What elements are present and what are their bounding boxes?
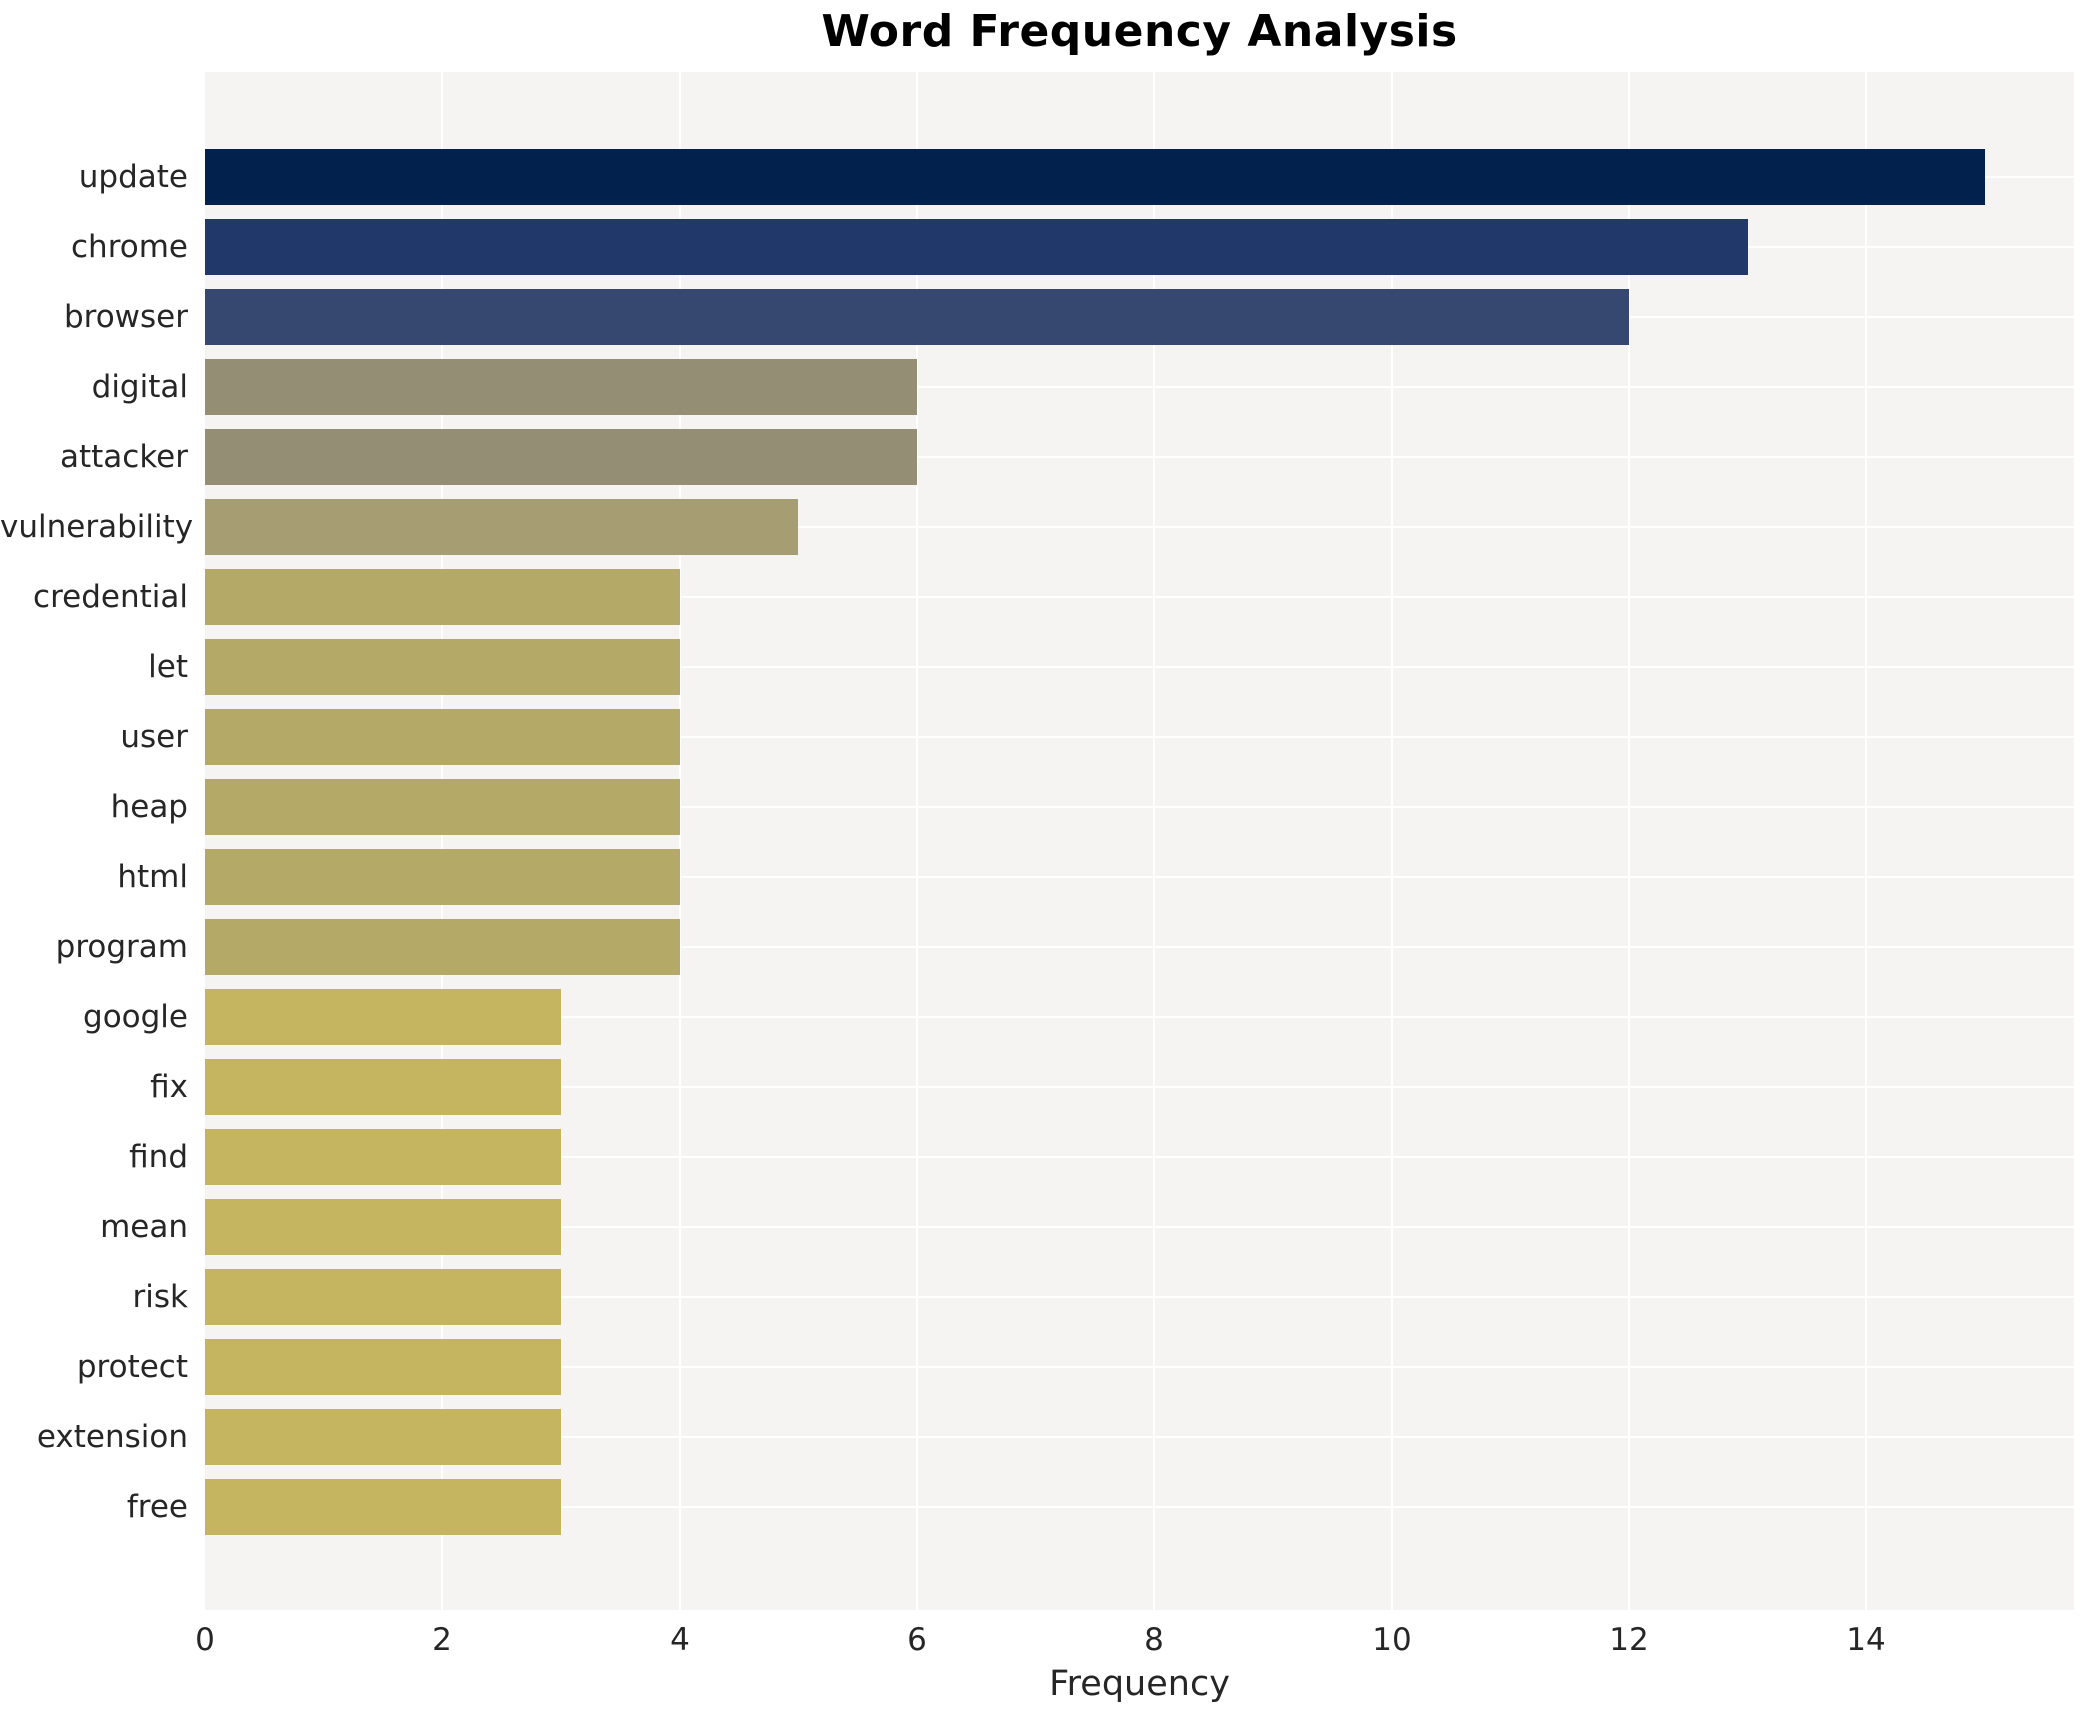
x-gridline — [679, 72, 681, 1610]
y-gridline — [205, 1016, 2074, 1018]
x-tick-label: 8 — [1144, 1622, 1164, 1658]
x-tick-label: 6 — [907, 1622, 927, 1658]
x-gridline — [441, 72, 443, 1610]
x-tick-label: 12 — [1609, 1622, 1649, 1658]
y-tick-label-find: find — [129, 1139, 188, 1175]
bar-protect — [205, 1339, 561, 1395]
y-gridline — [205, 1226, 2074, 1228]
x-gridline — [916, 72, 918, 1610]
y-tick-label-free: free — [126, 1489, 188, 1525]
x-gridline — [1628, 72, 1630, 1610]
y-tick-label-attacker: attacker — [59, 439, 188, 475]
y-tick-label-update: update — [78, 159, 188, 195]
y-tick-label-fix: fix — [150, 1069, 188, 1105]
x-tick-label: 2 — [432, 1622, 452, 1658]
y-tick-label-program: program — [55, 929, 188, 965]
y-gridline — [205, 1506, 2074, 1508]
y-tick-label-google: google — [83, 999, 188, 1035]
y-tick-label-html: html — [117, 859, 188, 895]
x-tick-label: 10 — [1372, 1622, 1412, 1658]
y-gridline — [205, 736, 2074, 738]
bar-html — [205, 849, 680, 905]
y-gridline — [205, 1086, 2074, 1088]
x-tick-label: 14 — [1846, 1622, 1886, 1658]
bar-find — [205, 1129, 561, 1185]
y-gridline — [205, 526, 2074, 528]
x-tick-label: 4 — [670, 1622, 690, 1658]
y-tick-label-credential: credential — [33, 579, 188, 615]
y-gridline — [205, 386, 2074, 388]
y-tick-label-protect: protect — [76, 1349, 188, 1385]
y-gridline — [205, 666, 2074, 668]
y-gridline — [205, 1436, 2074, 1438]
y-tick-label-heap: heap — [110, 789, 188, 825]
y-tick-label-let: let — [148, 649, 188, 685]
y-tick-label-extension: extension — [36, 1419, 188, 1455]
bar-update — [205, 149, 1985, 205]
bar-digital — [205, 359, 917, 415]
bar-risk — [205, 1269, 561, 1325]
bar-browser — [205, 289, 1629, 345]
bar-credential — [205, 569, 680, 625]
bar-mean — [205, 1199, 561, 1255]
x-gridline — [1865, 72, 1867, 1610]
y-gridline — [205, 806, 2074, 808]
x-axis-label: Frequency — [1049, 1664, 1230, 1704]
y-gridline — [205, 456, 2074, 458]
y-tick-label-chrome: chrome — [71, 229, 188, 265]
y-tick-label-digital: digital — [91, 369, 188, 405]
bar-chrome — [205, 219, 1748, 275]
y-gridline — [205, 596, 2074, 598]
y-gridline — [205, 876, 2074, 878]
bar-heap — [205, 779, 680, 835]
bar-free — [205, 1479, 561, 1535]
y-tick-label-mean: mean — [100, 1209, 188, 1245]
bar-program — [205, 919, 680, 975]
bar-vulnerability — [205, 499, 798, 555]
plot-area — [205, 72, 2074, 1610]
y-tick-label-user: user — [120, 719, 188, 755]
y-tick-label-risk: risk — [132, 1279, 188, 1315]
bar-extension — [205, 1409, 561, 1465]
bar-user — [205, 709, 680, 765]
x-gridline — [1391, 72, 1393, 1610]
bar-google — [205, 989, 561, 1045]
bar-attacker — [205, 429, 917, 485]
y-gridline — [205, 1156, 2074, 1158]
y-tick-label-browser: browser — [63, 299, 188, 335]
bar-let — [205, 639, 680, 695]
bar-fix — [205, 1059, 561, 1115]
x-tick-label: 0 — [195, 1622, 215, 1658]
chart-title: Word Frequency Analysis — [821, 6, 1458, 57]
y-gridline — [205, 1296, 2074, 1298]
y-gridline — [205, 1366, 2074, 1368]
y-gridline — [205, 946, 2074, 948]
y-tick-label-vulnerability: vulnerability — [0, 509, 194, 545]
x-gridline — [1153, 72, 1155, 1610]
